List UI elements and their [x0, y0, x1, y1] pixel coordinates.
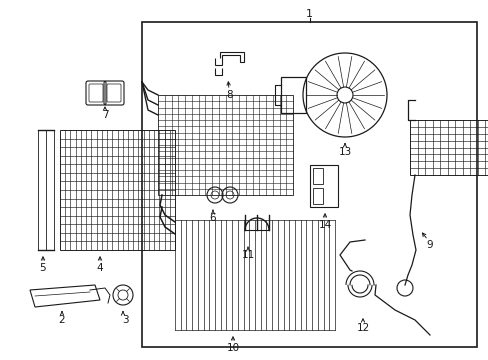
- Bar: [142, 22, 476, 347]
- Text: 4: 4: [97, 263, 103, 273]
- Text: 2: 2: [59, 315, 65, 325]
- Bar: [312, 188, 323, 204]
- Bar: [158, 95, 292, 195]
- Bar: [312, 168, 323, 184]
- Text: 13: 13: [338, 147, 351, 157]
- Text: 10: 10: [226, 343, 239, 353]
- Bar: [60, 130, 175, 250]
- Text: 1: 1: [305, 9, 312, 19]
- Text: 8: 8: [226, 90, 233, 100]
- Text: 7: 7: [102, 110, 108, 120]
- Text: 11: 11: [241, 250, 254, 260]
- Text: 5: 5: [40, 263, 46, 273]
- Bar: [309, 165, 337, 207]
- Bar: [281, 77, 305, 113]
- Text: 12: 12: [356, 323, 369, 333]
- Text: 3: 3: [122, 315, 128, 325]
- Bar: [409, 120, 488, 175]
- Text: 6: 6: [209, 213, 216, 223]
- Text: 14: 14: [318, 220, 331, 230]
- Text: 9: 9: [426, 240, 432, 250]
